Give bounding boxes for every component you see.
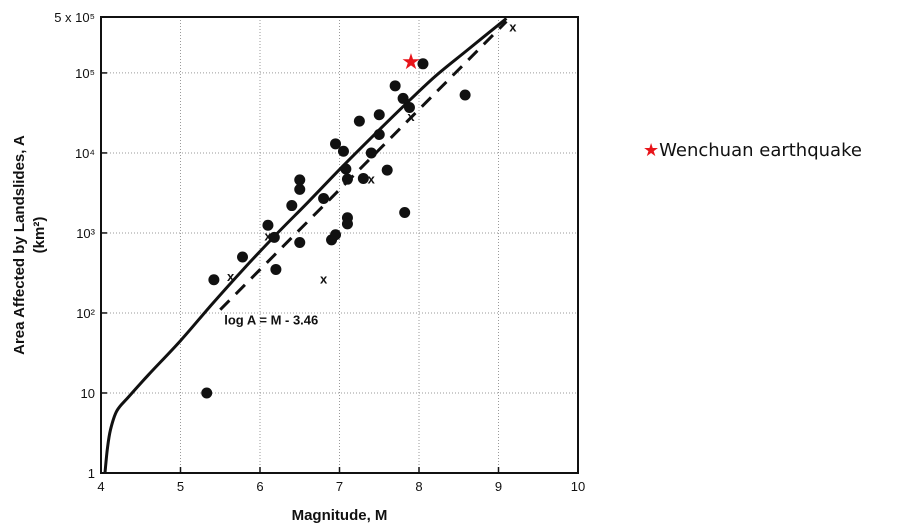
data-point-dot: [381, 164, 393, 176]
data-point-cross: x: [509, 20, 517, 35]
data-point-dot: [389, 80, 401, 92]
y-tick-label: 10: [81, 386, 95, 401]
data-point-dot: [330, 229, 342, 241]
data-point-cross: x: [227, 269, 235, 284]
data-point-dot: [201, 387, 213, 399]
x-tick-label: 9: [495, 479, 502, 494]
tick-labels: 4 5 6 7 8 9 10 1 10 10² 10³ 10⁴ 10⁵ 5 x 10⁵: [54, 10, 585, 494]
data-point-dot: [353, 115, 365, 127]
y-tick-label: 10²: [76, 306, 95, 321]
wenchuan-star-point: ★: [401, 50, 421, 75]
y-tick-label: 1: [88, 466, 95, 481]
data-point-dot: [268, 231, 280, 243]
x-tick-label: 5: [177, 479, 184, 494]
x-tick-label: 4: [97, 479, 104, 494]
data-point-dot: [270, 263, 282, 275]
data-point-dot: [286, 200, 298, 212]
data-point-dot: [373, 129, 385, 141]
data-point-dot: [417, 58, 429, 70]
data-point-dot: [397, 92, 409, 104]
x-tick-label: 10: [571, 479, 585, 494]
data-point-dot: [373, 109, 385, 121]
data-point-dot: [294, 174, 306, 186]
data-points: x x x x x x ★: [201, 20, 517, 399]
data-point-dot: [237, 251, 249, 263]
x-tick-label: 6: [256, 479, 263, 494]
data-point-dot: [337, 145, 349, 157]
data-point-dot: [208, 274, 220, 286]
data-point-dot: [318, 192, 330, 204]
y-axis-unit: (km²): [31, 217, 48, 254]
y-axis-label-group: Area Affected by Landslides, A (km²): [11, 135, 48, 355]
legend-label: Wenchuan earthquake: [659, 140, 862, 161]
legend: ★Wenchuan earthquake: [643, 140, 862, 161]
data-point-dot: [330, 138, 342, 150]
data-point-cross: x: [407, 109, 415, 124]
grid: [101, 17, 578, 473]
data-point-dot: [357, 172, 369, 184]
data-point-dot: [341, 173, 353, 185]
data-point-dot: [294, 236, 306, 248]
data-point-dot: [294, 183, 306, 195]
y-tick-label: 10⁴: [75, 146, 95, 161]
data-point-dot: [341, 218, 353, 230]
data-point-dot: [459, 89, 471, 101]
y-tick-label: 5 x 10⁵: [54, 10, 95, 25]
x-axis-label: Magnitude, M: [292, 507, 388, 524]
x-tick-label: 7: [336, 479, 343, 494]
y-tick-label: 10⁵: [75, 66, 95, 81]
data-point-cross: x: [264, 228, 272, 243]
data-point-cross: x: [368, 171, 376, 186]
y-axis-label: Area Affected by Landslides, A: [11, 135, 28, 355]
x-tick-label: 8: [415, 479, 422, 494]
star-icon: ★: [643, 140, 660, 161]
y-tick-label: 10³: [76, 226, 95, 241]
data-point-dot: [262, 219, 274, 231]
data-point-dot: [403, 101, 415, 113]
fit-line-equation: log A = M - 3.46: [224, 313, 318, 328]
fit-line: [219, 20, 508, 311]
data-point-dot: [340, 163, 352, 175]
upper-bound-curve: [103, 17, 508, 474]
data-point-cross: x: [320, 271, 328, 286]
data-point-dot: [399, 207, 411, 219]
data-point-dot: [365, 147, 377, 159]
